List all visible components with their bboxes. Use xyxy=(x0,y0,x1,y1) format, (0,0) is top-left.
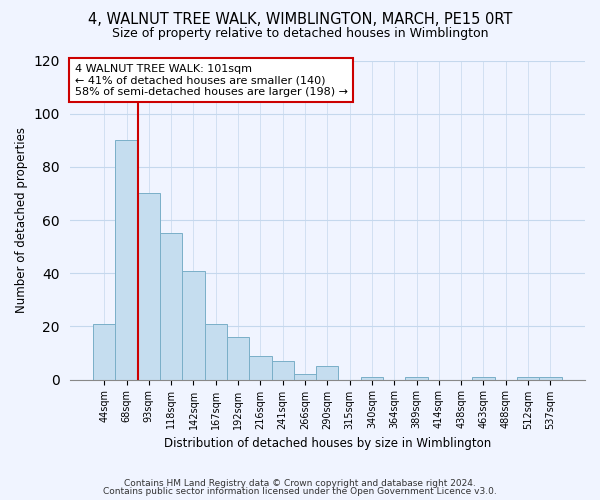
Bar xyxy=(294,374,316,380)
Y-axis label: Number of detached properties: Number of detached properties xyxy=(15,127,28,313)
Bar xyxy=(539,377,562,380)
Bar xyxy=(249,356,272,380)
Bar xyxy=(227,337,249,380)
Bar xyxy=(361,377,383,380)
Text: 4, WALNUT TREE WALK, WIMBLINGTON, MARCH, PE15 0RT: 4, WALNUT TREE WALK, WIMBLINGTON, MARCH,… xyxy=(88,12,512,28)
Text: Size of property relative to detached houses in Wimblington: Size of property relative to detached ho… xyxy=(112,28,488,40)
Bar xyxy=(272,361,294,380)
Bar xyxy=(160,234,182,380)
Bar xyxy=(137,194,160,380)
Bar xyxy=(517,377,539,380)
X-axis label: Distribution of detached houses by size in Wimblington: Distribution of detached houses by size … xyxy=(164,437,491,450)
Bar xyxy=(472,377,494,380)
Bar xyxy=(205,324,227,380)
Bar xyxy=(316,366,338,380)
Text: Contains HM Land Registry data © Crown copyright and database right 2024.: Contains HM Land Registry data © Crown c… xyxy=(124,478,476,488)
Bar xyxy=(93,324,115,380)
Bar xyxy=(406,377,428,380)
Text: 4 WALNUT TREE WALK: 101sqm
← 41% of detached houses are smaller (140)
58% of sem: 4 WALNUT TREE WALK: 101sqm ← 41% of deta… xyxy=(75,64,348,97)
Bar xyxy=(182,270,205,380)
Bar xyxy=(115,140,137,380)
Text: Contains public sector information licensed under the Open Government Licence v3: Contains public sector information licen… xyxy=(103,487,497,496)
